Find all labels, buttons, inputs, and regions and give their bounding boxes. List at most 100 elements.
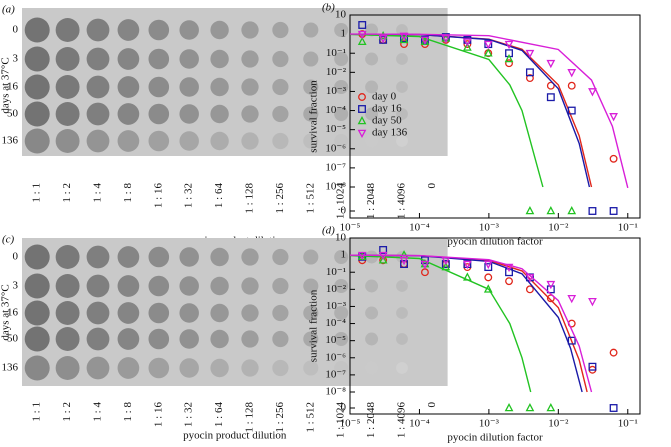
plaque-spot: [241, 304, 259, 322]
plaque-spot: [55, 356, 80, 380]
y-tick-label: 0: [341, 205, 347, 217]
row-label: 136: [2, 362, 19, 374]
data-point: [399, 256, 409, 266]
data-point: [588, 362, 597, 371]
plaque-spot: [117, 19, 140, 41]
plaque-spot: [241, 21, 259, 39]
plaque-spot: [24, 74, 50, 100]
plaque-spot: [117, 246, 140, 268]
data-point: [441, 256, 451, 266]
y-tick-label: 10⁻⁴: [325, 317, 346, 329]
x-tick-label: 10⁻²: [548, 222, 569, 234]
plaque-spot: [86, 327, 110, 351]
plaque-spot: [148, 76, 170, 98]
plaque-spot: [210, 247, 229, 267]
plaque-spot: [303, 331, 319, 347]
x-tick-label: 10⁻³: [479, 222, 500, 234]
data-point: [441, 262, 451, 271]
plaque-spot: [86, 129, 110, 153]
data-point: [420, 36, 430, 45]
plaque-spot: [55, 245, 80, 269]
column-label: 1 : 16: [152, 402, 164, 428]
column-label: 1 : 1: [31, 183, 43, 203]
plaque-spot: [396, 333, 408, 345]
y-tick-label: 10⁻³: [326, 300, 347, 312]
data-point: [463, 40, 472, 49]
plaque-spot: [396, 280, 408, 292]
data-point: [546, 280, 556, 290]
plaque-spot: [303, 278, 319, 294]
data-point: [567, 106, 576, 115]
data-point: [504, 40, 514, 50]
plaque-spot: [117, 130, 140, 152]
plaque-spot: [55, 102, 80, 126]
plaque-spot: [86, 274, 110, 298]
plaque-spot: [365, 80, 379, 94]
y-tick-label: 10⁻⁶: [325, 351, 346, 363]
plaque-spot: [241, 105, 259, 123]
x-tick-label: 10⁻⁴: [409, 418, 430, 430]
plaque-spot: [303, 133, 319, 149]
plaque-spot: [179, 77, 199, 97]
plaque-spot: [334, 332, 349, 346]
plaque-spot: [24, 355, 50, 381]
plaque-spot: [396, 81, 408, 93]
data-point: [504, 263, 514, 273]
data-point: [358, 21, 367, 29]
fit-curve: [350, 33, 629, 188]
plaque-spot: [272, 359, 289, 377]
data-point: [525, 274, 535, 283]
plaque-spot: [24, 300, 50, 326]
data-point: [609, 207, 618, 215]
plaque-spot: [55, 129, 80, 153]
plaque-spot: [117, 302, 140, 324]
plaque-spot: [24, 101, 50, 127]
data-point: [525, 74, 534, 83]
plaque-spot: [117, 357, 140, 379]
plaque-spot: [396, 362, 408, 374]
data-point: [588, 88, 597, 97]
plaque-spot: [55, 47, 80, 71]
data-point: [525, 402, 535, 412]
plaque-spot: [241, 132, 259, 150]
plaque-spot: [303, 249, 319, 265]
plaque-spot: [86, 102, 110, 126]
plaque-spot: [24, 273, 50, 299]
column-label: 1 : 2048: [365, 402, 377, 439]
plaque-spot: [241, 359, 259, 377]
plaque-spot: [55, 327, 80, 351]
x-tick-label: 10⁻⁴: [409, 222, 430, 234]
plaque-spot: [303, 305, 319, 321]
column-label: 1 : 32: [183, 402, 195, 427]
plaque-spot: [117, 48, 140, 70]
plaque-spot: [396, 108, 408, 120]
plaque-spot: [303, 22, 319, 38]
plaque-spot: [24, 46, 50, 72]
data-point: [484, 263, 493, 272]
plaque-spot: [210, 77, 229, 97]
data-point: [358, 93, 366, 101]
plaque-spot: [179, 276, 199, 296]
column-label: 1 : 64: [213, 183, 225, 209]
data-point: [546, 285, 555, 294]
column-label: 1 : 16: [152, 183, 164, 209]
plaque-spot: [272, 50, 289, 68]
plaque-spot: [179, 329, 199, 349]
plaque-spot: [334, 107, 349, 121]
plaque-spot: [148, 19, 170, 41]
row-label: 16: [7, 307, 19, 319]
data-point: [525, 205, 535, 215]
plaque-spot: [334, 80, 349, 94]
x-tick-label: 10⁻¹: [618, 222, 638, 234]
x-axis-title: pyocin product dilution: [183, 430, 287, 442]
plaque-spot: [365, 52, 379, 66]
data-point: [588, 207, 597, 215]
data-point: [483, 260, 493, 270]
column-label: 1 : 2: [61, 183, 73, 203]
data-point: [357, 129, 367, 139]
plaque-spot: [55, 274, 80, 298]
data-point: [546, 59, 556, 69]
plaque-spot: [272, 277, 289, 295]
plaque-spot: [117, 76, 140, 98]
plaque-spot: [303, 360, 319, 376]
